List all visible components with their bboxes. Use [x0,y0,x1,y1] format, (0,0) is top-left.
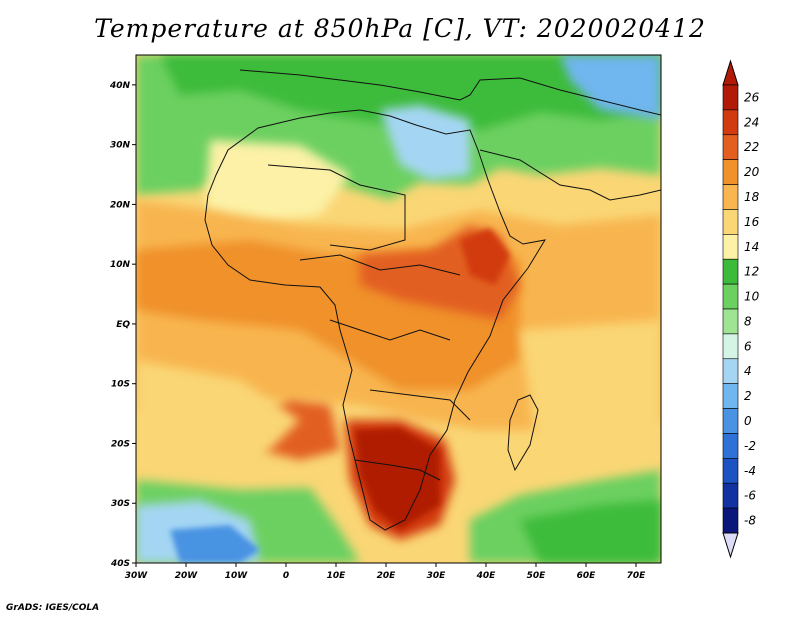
colorbar-label: 24 [744,115,759,129]
field-sahara-warm [205,140,350,225]
colorbar-label: 0 [744,414,752,428]
colorbar-label: -4 [744,464,756,478]
colorbar-swatch [722,308,739,335]
y-tick-label: 40S [110,559,130,569]
colorbar-swatch [722,408,739,434]
colorbar-label: 6 [744,339,752,353]
field-southern-ocean [520,500,661,563]
colorbar-swatch [722,458,739,484]
colorbar-label: 20 [744,165,760,179]
y-tick-label: EQ [116,320,130,330]
colorbar-swatch [722,258,739,285]
colorbar-label: -8 [744,514,756,528]
field-cold-pool [380,105,470,180]
colorbar-label: 16 [744,215,760,229]
colorbar-swatch [722,84,739,111]
colorbar-label: 22 [744,140,759,154]
x-tick-label: 50E [527,571,547,581]
colorbar-swatch [722,159,739,185]
x-tick-label: 20W [175,571,199,581]
x-tick-label: 0 [283,571,289,581]
colorbar-swatch [722,482,739,509]
y-tick-label: 10S [111,380,130,390]
x-tick-label: 60E [577,571,597,581]
colorbar-label: -2 [744,439,756,453]
x-tick-label: 10W [225,571,249,581]
field-sahara-warm [520,320,661,480]
x-tick-label: 10E [327,571,347,581]
grads-footer: GrADS: IGES/COLA [6,603,100,613]
map-frame [135,54,662,564]
field-kalahari-hot [355,428,440,530]
x-tick-label: 30E [427,571,447,581]
field-cold-pool [560,55,661,120]
colorbar-swatch [722,209,739,235]
x-tick-label: 20E [377,571,397,581]
temperature-field [136,55,661,563]
colorbar-label: 26 [744,90,760,104]
y-tick-label: 20N [110,200,131,210]
colorbar-swatch [722,507,739,534]
y-tick-label: 30S [111,499,130,509]
field-east-africa-hot [460,228,510,285]
map-axes: 30W 20W 10W 0 10E 20E 30E 40E 50E 60E 70E 40N 30N 20N… [109,81,646,581]
colorbar-bottom-arrow [722,532,739,559]
colorbar-swatch [722,433,739,459]
field-sahara-warm [136,360,300,480]
colorbar-label: 8 [744,314,752,328]
field-cold-pool [170,525,260,563]
coastline-outlines [204,69,661,531]
colorbar-label: 12 [744,265,759,279]
colorbar-swatch [722,383,739,409]
colorbar-swatch [722,358,739,384]
colorbar-label: 14 [744,240,759,254]
colorbar-swatch [722,109,739,136]
colorbar-swatch [722,184,739,210]
colorbar-swatch [722,134,739,160]
map-title: Temperature at 850hPa [C], VT: 202002041… [94,14,706,43]
colorbar-label: 2 [744,389,752,403]
colorbar-swatch [722,234,739,260]
colorbar-swatch [722,283,739,310]
y-tick-label: 10N [110,260,131,270]
y-tick-label: 20S [111,439,130,449]
y-tick-label: 30N [110,141,131,151]
colorbar-swatch [722,333,739,360]
colorbar-top-arrow [722,59,739,86]
colorbar-label: 18 [744,190,760,204]
x-tick-label: 70E [627,571,647,581]
colorbar-label: 10 [744,290,760,304]
colorbar-label: -6 [744,489,756,503]
x-tick-label: 40E [476,571,497,581]
y-tick-label: 40N [109,81,131,91]
colorbar-label: 4 [744,364,752,378]
x-tick-label: 30W [125,571,149,581]
